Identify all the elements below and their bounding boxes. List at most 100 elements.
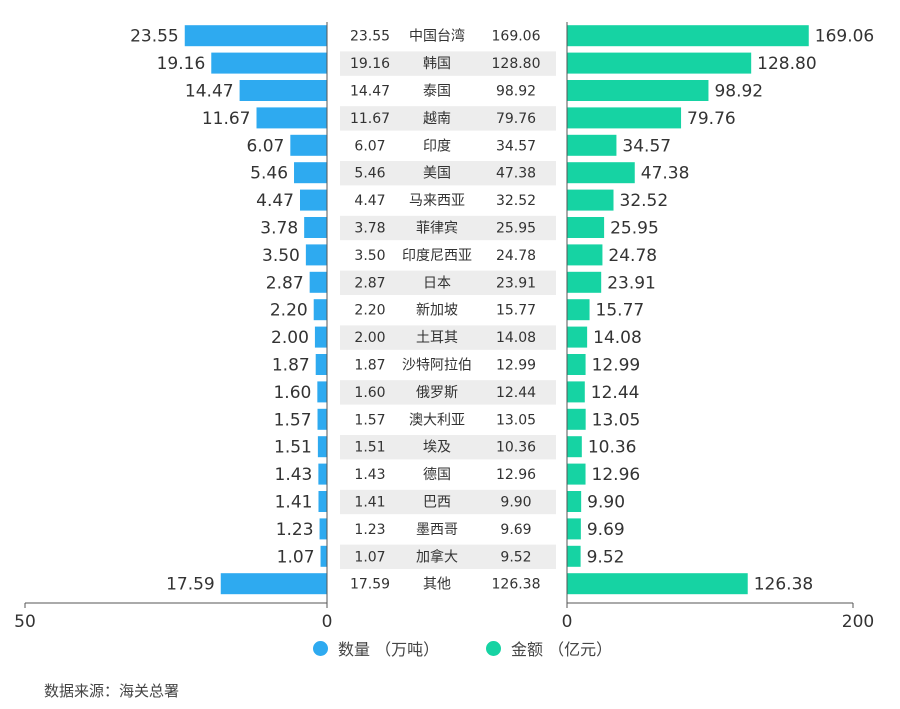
- amount-bar: [567, 25, 809, 47]
- table-cell-country: 墨西哥: [416, 522, 458, 538]
- quantity-bar-label: 2.87: [266, 273, 304, 293]
- quantity-bar: [256, 107, 327, 129]
- quantity-bar: [239, 80, 327, 101]
- table-cell-amount: 128.80: [492, 56, 541, 72]
- table-cell-amount: 98.92: [496, 84, 536, 100]
- table-cell-country: 巴西: [423, 495, 451, 511]
- quantity-bar: [309, 271, 327, 293]
- legend-swatch-quantity: [313, 640, 328, 656]
- amount-bar-label: 12.44: [591, 383, 640, 403]
- table-row-stripe: [340, 106, 556, 131]
- table-cell-quantity: 6.07: [354, 138, 385, 154]
- amount-bar-label: 10.36: [588, 438, 637, 458]
- quantity-bar-label: 3.78: [260, 219, 298, 239]
- table-cell-quantity: 1.87: [354, 358, 385, 374]
- table-row-stripe: [340, 325, 556, 350]
- amount-bar-label: 9.52: [587, 547, 625, 567]
- quantity-bar-label: 6.07: [246, 136, 284, 156]
- amount-bar-label: 23.91: [607, 273, 656, 293]
- table-cell-amount: 126.38: [492, 577, 541, 593]
- amount-bar-label: 169.06: [815, 27, 874, 47]
- quantity-bar-label: 5.46: [250, 164, 288, 184]
- table-cell-amount: 12.99: [496, 358, 536, 374]
- quantity-bar: [184, 25, 327, 47]
- table-cell-country: 新加坡: [416, 303, 458, 319]
- amount-bar-label: 47.38: [641, 164, 690, 184]
- legend-label-amount: 金额 （亿元）: [511, 640, 613, 659]
- quantity-bar: [305, 244, 327, 266]
- table-cell-amount: 14.08: [496, 330, 536, 346]
- table-cell-amount: 47.38: [496, 166, 536, 182]
- table-cell-amount: 169.06: [492, 29, 541, 45]
- amount-bar: [567, 491, 582, 512]
- amount-bar-label: 24.78: [608, 246, 657, 266]
- amount-bar-label: 128.80: [757, 54, 816, 74]
- quantity-bar: [318, 491, 327, 512]
- table-cell-country: 中国台湾: [409, 28, 465, 45]
- quantity-bar-label: 3.50: [262, 246, 300, 266]
- table-cell-quantity: 3.78: [354, 221, 385, 237]
- quantity-bar-label: 17.59: [166, 575, 215, 595]
- quantity-bar: [220, 573, 327, 595]
- table-cell-quantity: 1.51: [354, 440, 385, 456]
- quantity-tick-label: 0: [322, 612, 333, 632]
- amount-bar: [567, 134, 617, 156]
- amount-bar-label: 12.99: [592, 356, 641, 376]
- quantity-bar-label: 2.20: [270, 301, 308, 321]
- table-cell-quantity: 4.47: [354, 193, 385, 209]
- table-cell-country: 其他: [423, 577, 451, 593]
- table-cell-amount: 23.91: [496, 275, 536, 291]
- amount-bar-label: 13.05: [592, 410, 641, 430]
- quantity-bar-label: 1.87: [272, 356, 310, 376]
- amount-bar: [567, 436, 582, 458]
- quantity-bar: [313, 299, 327, 321]
- amount-bar: [567, 189, 614, 211]
- table-cell-country: 沙特阿拉伯: [402, 358, 472, 374]
- table-cell-quantity: 1.57: [354, 412, 385, 428]
- table-cell-amount: 24.78: [496, 248, 536, 264]
- amount-bar: [567, 271, 602, 293]
- quantity-bar-label: 1.51: [274, 438, 312, 458]
- table-cell-quantity: 2.00: [354, 330, 385, 346]
- table-cell-country: 澳大利亚: [409, 412, 465, 428]
- quantity-bar: [315, 354, 327, 375]
- amount-bar: [567, 545, 581, 567]
- table-cell-amount: 34.57: [496, 138, 536, 154]
- table-cell-country: 越南: [423, 111, 451, 127]
- quantity-bar: [317, 381, 327, 403]
- table-cell-country: 韩国: [423, 56, 451, 72]
- amount-bar: [567, 573, 748, 595]
- amount-bar: [567, 217, 605, 238]
- amount-bar: [567, 518, 581, 540]
- amount-bar-label: 15.77: [596, 301, 645, 321]
- amount-bar-label: 12.96: [592, 465, 641, 485]
- table-cell-country: 泰国: [423, 84, 451, 100]
- legend-item-amount[interactable]: 金额 （亿元）: [486, 636, 612, 660]
- quantity-bar-label: 23.55: [130, 27, 179, 47]
- legend-item-quantity[interactable]: 数量 （万吨）: [313, 636, 439, 660]
- amount-bar-label: 9.90: [587, 493, 625, 513]
- table-cell-quantity: 2.87: [354, 275, 385, 291]
- table-cell-country: 俄罗斯: [416, 385, 458, 401]
- amount-bar: [567, 408, 586, 430]
- quantity-bar: [317, 436, 327, 458]
- amount-bar-label: 25.95: [610, 219, 659, 239]
- amount-bar-label: 34.57: [622, 136, 671, 156]
- table-row-stripe: [340, 215, 556, 241]
- table-row-stripe: [340, 161, 556, 186]
- amount-tick-label: 0: [562, 612, 573, 632]
- quantity-bar-label: 1.60: [273, 383, 311, 403]
- quantity-bar: [318, 463, 327, 485]
- legend-label-quantity: 数量 （万吨）: [338, 640, 440, 659]
- table-cell-amount: 9.69: [500, 522, 531, 538]
- table-row-stripe: [340, 489, 556, 515]
- table-row-stripe: [340, 544, 556, 569]
- table-cell-amount: 9.52: [500, 549, 531, 565]
- table-cell-quantity: 1.60: [354, 385, 385, 401]
- table-cell-amount: 13.05: [496, 412, 536, 428]
- amount-bar-label: 126.38: [754, 575, 813, 595]
- legend: 数量 （万吨） 金额 （亿元）: [0, 636, 900, 664]
- quantity-bar-label: 4.47: [256, 191, 294, 211]
- table-cell-amount: 25.95: [496, 221, 536, 237]
